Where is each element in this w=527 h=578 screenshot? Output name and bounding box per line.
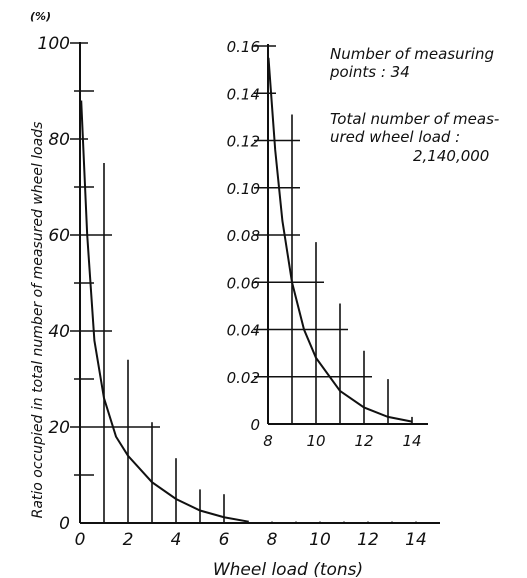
y-unit-label: (%) bbox=[30, 10, 51, 23]
main-y-ticks: 0 20 40 60 80 100 bbox=[38, 34, 70, 534]
y-tick-label: 0.16 bbox=[227, 38, 260, 56]
x-tick-label: 2 bbox=[123, 530, 134, 550]
y-tick-label: 20 bbox=[48, 418, 70, 438]
note-measuring-points-line1: Number of measuring bbox=[330, 45, 494, 63]
x-tick-label: 12 bbox=[357, 530, 379, 550]
main-curve bbox=[80, 100, 249, 523]
x-axis-title: Wheel load (tons) bbox=[213, 560, 363, 578]
x-tick-label: 14 bbox=[405, 530, 427, 550]
inset-y-ticks: 0 0.02 0.04 0.06 0.08 0.10 0.12 0.14 0.16 bbox=[227, 38, 260, 434]
y-tick-label: 0.10 bbox=[227, 180, 260, 198]
x-tick-label: 0 bbox=[75, 530, 86, 550]
y-tick-label: 0.12 bbox=[227, 133, 260, 151]
y-tick-label: 0.02 bbox=[227, 369, 260, 387]
y-tick-label: 0 bbox=[59, 514, 70, 534]
y-tick-label: 0.14 bbox=[227, 85, 260, 103]
inset-x-ticks: 8 10 12 14 bbox=[263, 432, 421, 450]
x-tick-label: 8 bbox=[267, 530, 278, 550]
inset-chart: 8 10 12 14 0 0.02 0.04 0.06 0.08 0.10 0.12 0.14 0.1… bbox=[227, 38, 428, 450]
inset-curve bbox=[267, 57, 413, 423]
note-measuring-points-line2: points : 34 bbox=[329, 63, 410, 81]
y-tick-label: 80 bbox=[48, 130, 70, 150]
x-tick-label: 12 bbox=[354, 432, 373, 450]
main-grid bbox=[70, 42, 160, 476]
x-tick-label: 10 bbox=[306, 432, 325, 450]
x-tick-label: 14 bbox=[402, 432, 421, 450]
y-tick-label: 40 bbox=[48, 322, 70, 342]
note-total-line1: Total number of meas- bbox=[330, 110, 499, 128]
y-axis-title: Ratio occupied in total number of measur… bbox=[30, 122, 46, 519]
note-total-line2: ured wheel load : bbox=[330, 128, 460, 146]
y-tick-label: 0.04 bbox=[227, 322, 260, 340]
x-tick-label: 10 bbox=[309, 530, 331, 550]
main-x-ticks: 0 2 4 6 8 10 12 14 bbox=[75, 530, 427, 550]
y-tick-label: 0.08 bbox=[227, 227, 260, 245]
annotations: Number of measuring points : 34 Total nu… bbox=[329, 45, 499, 165]
x-tick-label: 8 bbox=[263, 432, 273, 450]
y-tick-label: 60 bbox=[48, 226, 70, 246]
inset-bars bbox=[267, 57, 413, 424]
y-tick-label: 0.06 bbox=[227, 274, 260, 292]
x-tick-label: 4 bbox=[171, 530, 182, 550]
y-tick-label: 100 bbox=[38, 34, 70, 54]
x-tick-label: 6 bbox=[219, 530, 230, 550]
y-tick-label: 0 bbox=[250, 416, 260, 434]
main-bars bbox=[79, 95, 417, 523]
note-total-line3: 2,140,000 bbox=[413, 147, 489, 165]
